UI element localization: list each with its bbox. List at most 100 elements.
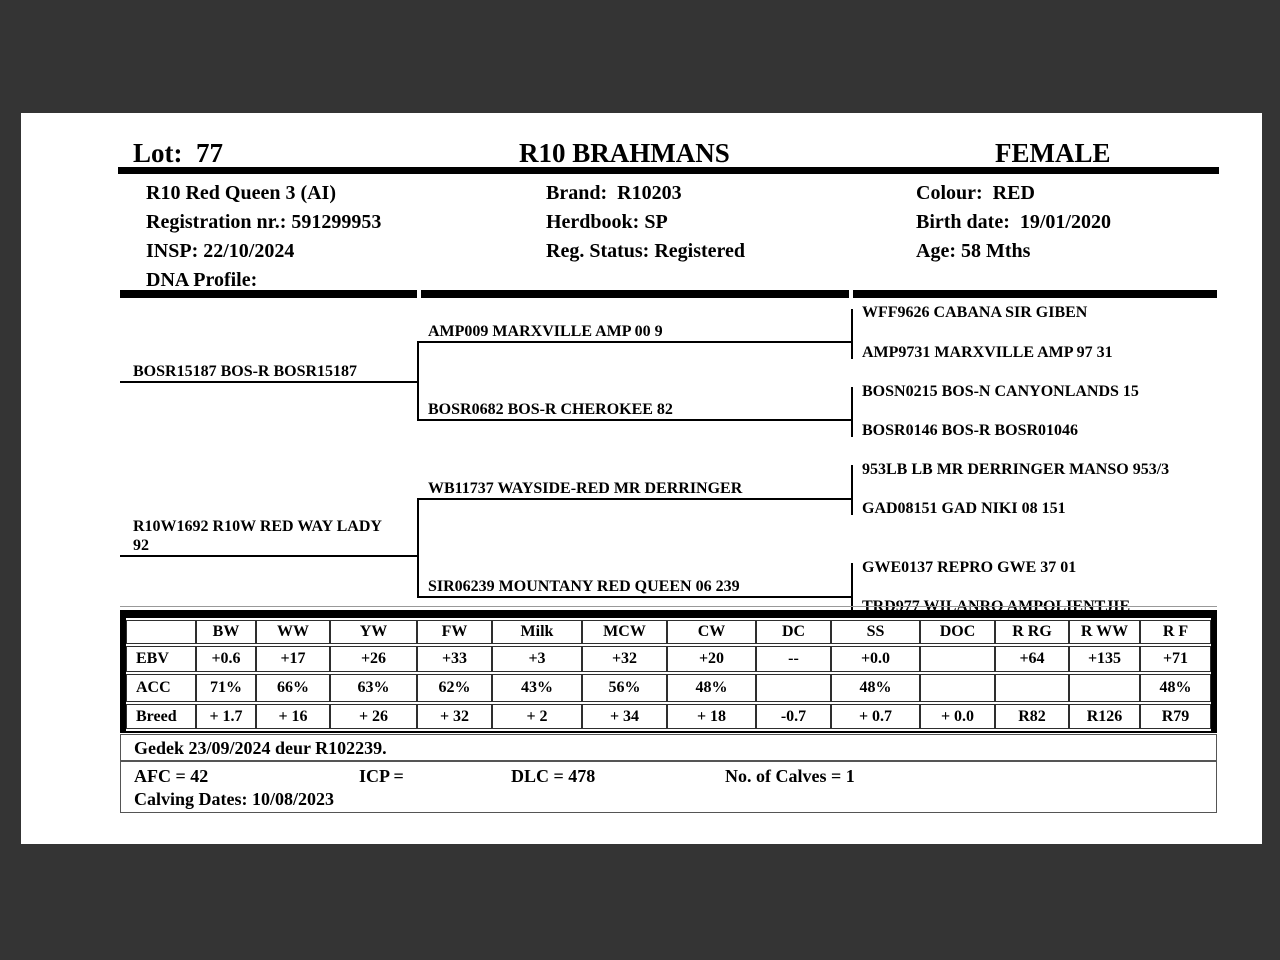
pedigree-grandparent: AMP009 MARXVILLE AMP 00 9	[428, 323, 663, 340]
acc-cell	[756, 674, 831, 702]
info-column-2: Brand: R10203 Herdbook: SP Reg. Status: …	[546, 179, 745, 266]
pedigree-great-grandparent: 953LB LB MR DERRINGER MANSO 953/3	[862, 461, 1170, 478]
lot-number: Lot: 77	[133, 138, 223, 168]
catalog-page: Lot: 77 R10 BRAHMANS FEMALE R10 Red Quee…	[21, 113, 1262, 844]
acc-cell: 43%	[492, 674, 582, 702]
calving-dates: Calving Dates: 10/08/2023	[134, 789, 334, 809]
breed-cell: + 0.7	[831, 704, 920, 729]
breed-cell: + 26	[330, 704, 417, 729]
acc-cell	[920, 674, 995, 702]
breed-cell: R126	[1069, 704, 1140, 729]
ebv-table: BW WW YW FW Milk MCW CW DC SS DOC R RG R…	[126, 618, 1211, 731]
pedigree-great-grandparent: BOSN0215 BOS-N CANYONLANDS 15	[862, 383, 1139, 400]
pedigree-connector-line	[417, 596, 853, 598]
ebv-cell: +0.0	[831, 646, 920, 672]
ebv-col-header: MCW	[582, 620, 667, 644]
reg-status: Reg. Status: Registered	[546, 240, 746, 262]
breed-cell: + 2	[492, 704, 582, 729]
breed-cell: + 34	[582, 704, 667, 729]
acc-cell	[1069, 674, 1140, 702]
pedigree-connector-line	[851, 563, 853, 613]
pedigree-sire-underline	[120, 381, 417, 383]
info-column-3: Colour: RED Birth date: 19/01/2020 Age: …	[916, 179, 1111, 266]
breed-cell: + 32	[417, 704, 492, 729]
age: Age: 58 Mths	[916, 240, 1031, 262]
fertility-box: AFC = 42 ICP = DLC = 478 No. of Calves =…	[120, 761, 1217, 813]
breed-cell: R79	[1140, 704, 1211, 729]
afc-value: AFC = 42	[134, 766, 209, 786]
ebv-col-header: SS	[831, 620, 920, 644]
dna-profile: DNA Profile:	[146, 269, 258, 291]
breed-row-label: Breed	[126, 704, 196, 729]
ebv-cell: +0.6	[196, 646, 256, 672]
acc-cell: 66%	[256, 674, 330, 702]
birth-date: Birth date: 19/01/2020	[916, 211, 1111, 233]
pedigree-connector-line	[417, 498, 853, 500]
breed-cell: + 18	[667, 704, 756, 729]
breed-cell: -0.7	[756, 704, 831, 729]
gedek-box: Gedek 23/09/2024 deur R102239.	[120, 734, 1217, 761]
ebv-header-row: BW WW YW FW Milk MCW CW DC SS DOC R RG R…	[126, 620, 1211, 644]
info-divider-segment	[853, 290, 1217, 298]
ebv-cell: +135	[1069, 646, 1140, 672]
pedigree-great-grandparent: GAD08151 GAD NIKI 08 151	[862, 500, 1066, 517]
pedigree-connector-line	[417, 341, 419, 421]
dlc-value: DLC = 478	[511, 766, 596, 786]
ebv-col-header: DC	[756, 620, 831, 644]
calves-count: No. of Calves = 1	[725, 766, 855, 786]
breed-cell: R82	[995, 704, 1069, 729]
table-top-bar	[120, 610, 1217, 618]
acc-row: ACC 71% 66% 63% 62% 43% 56% 48% 48% 48%	[126, 674, 1211, 702]
ebv-col-header: R RG	[995, 620, 1069, 644]
pedigree-grandparent: SIR06239 MOUNTANY RED QUEEN 06 239	[428, 578, 740, 595]
pedigree-great-grandparent: BOSR0146 BOS-R BOSR01046	[862, 422, 1079, 439]
acc-cell: 71%	[196, 674, 256, 702]
ebv-col-header: R F	[1140, 620, 1211, 644]
ebv-cell: +32	[582, 646, 667, 672]
acc-cell: 56%	[582, 674, 667, 702]
pedigree-sire: BOSR15187 BOS-R BOSR15187	[133, 363, 358, 380]
ebv-cell: +3	[492, 646, 582, 672]
registration-number: Registration nr.: 591299953	[146, 211, 382, 233]
pedigree-connector-line	[417, 498, 419, 596]
ebv-cell: +71	[1140, 646, 1211, 672]
animal-name: R10 Red Queen 3 (AI)	[146, 182, 336, 204]
breed-cell: + 0.0	[920, 704, 995, 729]
ebv-col-header: WW	[256, 620, 330, 644]
gedek-note: Gedek 23/09/2024 deur R102239.	[134, 738, 387, 758]
pedigree-connector-line	[417, 419, 853, 421]
inspection-date: INSP: 22/10/2024	[146, 240, 295, 262]
ebv-cell: +64	[995, 646, 1069, 672]
ebv-col-header: FW	[417, 620, 492, 644]
acc-cell: 48%	[1140, 674, 1211, 702]
ebv-col-header: Milk	[492, 620, 582, 644]
pedigree-dam: R10W1692 R10W RED WAY LADY 92	[133, 518, 382, 554]
herdbook: Herdbook: SP	[546, 211, 668, 233]
ebv-col-header: CW	[667, 620, 756, 644]
pedigree-connector-line	[851, 465, 853, 515]
breed-cell: + 1.7	[196, 704, 256, 729]
ebv-cell	[920, 646, 995, 672]
info-divider-segment	[421, 290, 849, 298]
pedigree-connector-line	[417, 341, 853, 343]
brand: Brand: R10203	[546, 182, 682, 204]
ebv-cell: +26	[330, 646, 417, 672]
pedigree-connector-line	[851, 309, 853, 359]
pedigree-dam-underline	[120, 555, 417, 557]
ebv-table-frame: BW WW YW FW Milk MCW CW DC SS DOC R RG R…	[120, 618, 1217, 733]
pedigree-connector-line	[851, 387, 853, 437]
breed-row: Breed + 1.7 + 16 + 26 + 32 + 2 + 34 + 18…	[126, 704, 1211, 729]
breed-cell: + 16	[256, 704, 330, 729]
ebv-col-header: BW	[196, 620, 256, 644]
table-top-thin-line	[120, 606, 1217, 607]
ebv-col-header	[126, 620, 196, 644]
header-divider	[118, 167, 1219, 174]
icp-value: ICP =	[359, 766, 404, 786]
ebv-col-header: YW	[330, 620, 417, 644]
info-column-1: R10 Red Queen 3 (AI) Registration nr.: 5…	[146, 179, 381, 295]
pedigree-great-grandparent: WFF9626 CABANA SIR GIBEN	[862, 304, 1088, 321]
pedigree-great-grandparent: AMP9731 MARXVILLE AMP 97 31	[862, 344, 1113, 361]
acc-cell: 48%	[667, 674, 756, 702]
acc-row-label: ACC	[126, 674, 196, 702]
